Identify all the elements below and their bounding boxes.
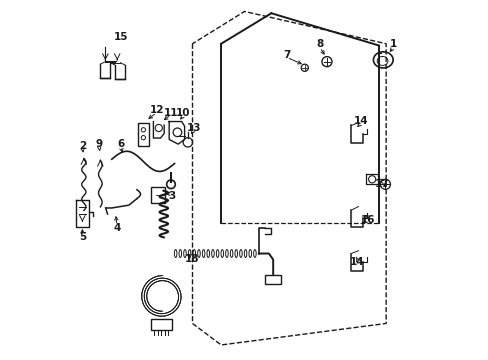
Text: 2: 2 [79,141,86,151]
Text: 14: 14 [353,116,367,126]
Text: 10: 10 [176,108,190,118]
Text: 5: 5 [79,232,86,242]
Text: 1: 1 [389,40,396,49]
Text: 9: 9 [96,139,102,149]
Text: 4: 4 [113,224,121,233]
Bar [265,275,281,284]
Text: 13: 13 [186,123,201,133]
Text: 12: 12 [149,105,163,115]
Text: 8: 8 [316,40,323,49]
Text: 7: 7 [283,50,290,60]
Text: 15: 15 [113,32,128,41]
Text: 18: 18 [185,254,199,264]
Text: 14: 14 [349,257,364,267]
Bar [150,187,164,203]
Text: 6: 6 [117,139,124,149]
Bar [150,319,172,330]
Bar [138,123,148,145]
Text: 3: 3 [168,191,175,201]
Text: 17: 17 [374,179,389,189]
Text: 16: 16 [360,215,375,225]
Text: 11: 11 [163,108,178,118]
